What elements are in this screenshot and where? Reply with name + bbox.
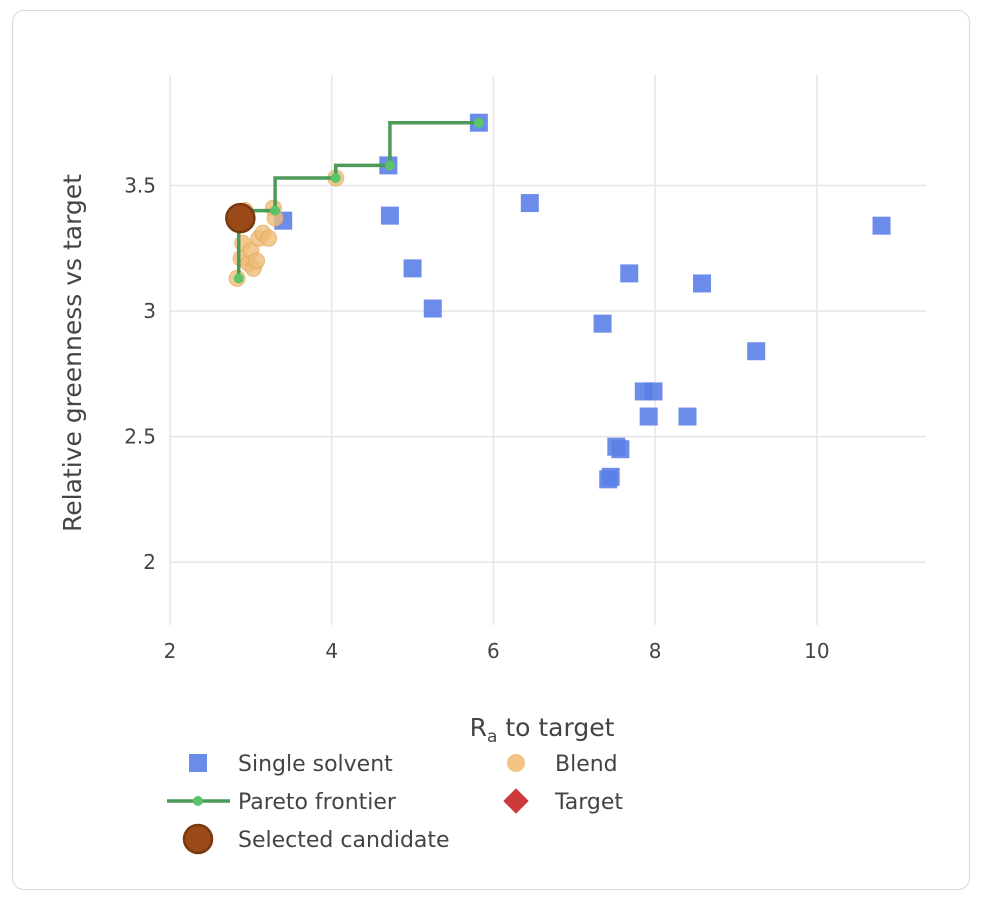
x-tick-label: 10	[804, 639, 829, 663]
legend-selected-candidate-swatch	[182, 823, 214, 855]
legend-blend-label: Blend	[555, 752, 618, 777]
x-tick-label: 6	[487, 639, 500, 663]
single-solvent-point	[693, 274, 712, 293]
legend-item-selected-candidate[interactable]: Selected candidate	[182, 823, 450, 855]
legend-single-solvent-swatch	[189, 754, 207, 772]
legend-blend-swatch	[507, 754, 525, 772]
single-solvent-point	[423, 299, 442, 318]
pareto-frontier-point	[473, 117, 484, 128]
single-solvent-point	[601, 467, 620, 486]
y-tick-label: 3.5	[124, 174, 156, 198]
legend-item-single-solvent[interactable]: Single solvent	[189, 752, 393, 777]
legend-selected-candidate-label: Selected candidate	[238, 828, 450, 853]
legend-item-blend[interactable]: Blend	[507, 752, 618, 777]
y-axis-title: Relative greenness vs target	[58, 174, 87, 532]
tick-layer: 2 4 6 8 10 2 2.5 3 3.5	[124, 174, 829, 663]
single-solvent-point	[747, 342, 766, 361]
blend-point	[260, 229, 278, 247]
pareto-frontier-point	[233, 273, 244, 284]
x-tick-label: 2	[164, 639, 177, 663]
single-solvent-point	[611, 440, 630, 459]
chart-card	[12, 10, 970, 890]
pareto-frontier-point	[330, 172, 341, 183]
single-solvent-point	[872, 216, 891, 235]
y-tick-label: 3	[143, 299, 156, 323]
legend-item-pareto-frontier[interactable]: Pareto frontier	[167, 790, 397, 815]
single-solvent-point	[593, 314, 612, 333]
y-tick-label: 2.5	[124, 425, 156, 449]
legend-pareto-frontier-label: Pareto frontier	[238, 790, 397, 815]
pareto-frontier-point	[270, 205, 281, 216]
legend-target-swatch	[503, 788, 529, 814]
single-solvent-point	[380, 206, 399, 225]
single-solvent-point	[639, 407, 658, 426]
single-solvent-point	[644, 382, 663, 401]
legend-single-solvent-label: Single solvent	[238, 752, 393, 777]
selected-layer	[225, 202, 256, 234]
single-solvent-point	[403, 259, 422, 278]
x-tick-label: 8	[649, 639, 662, 663]
legend-item-target[interactable]: Target	[503, 788, 623, 815]
y-tick-label: 2	[143, 550, 156, 574]
single-solvent-point	[520, 194, 539, 213]
x-tick-label: 4	[325, 639, 338, 663]
blend-point	[248, 252, 266, 270]
legend-target-label: Target	[554, 790, 623, 815]
selected-candidate-point	[225, 202, 256, 234]
single-solvent-layer	[274, 113, 891, 489]
x-axis-title: Ra to target	[470, 713, 615, 747]
grid-layer	[169, 75, 926, 625]
single-solvent-point	[678, 407, 697, 426]
legend: Single solvent Blend Pareto frontier Tar…	[167, 752, 623, 855]
single-solvent-point	[620, 264, 639, 283]
pareto-frontier-point	[384, 160, 395, 171]
pareto-frontier-line	[236, 120, 479, 279]
legend-pareto-marker-swatch	[193, 796, 203, 806]
